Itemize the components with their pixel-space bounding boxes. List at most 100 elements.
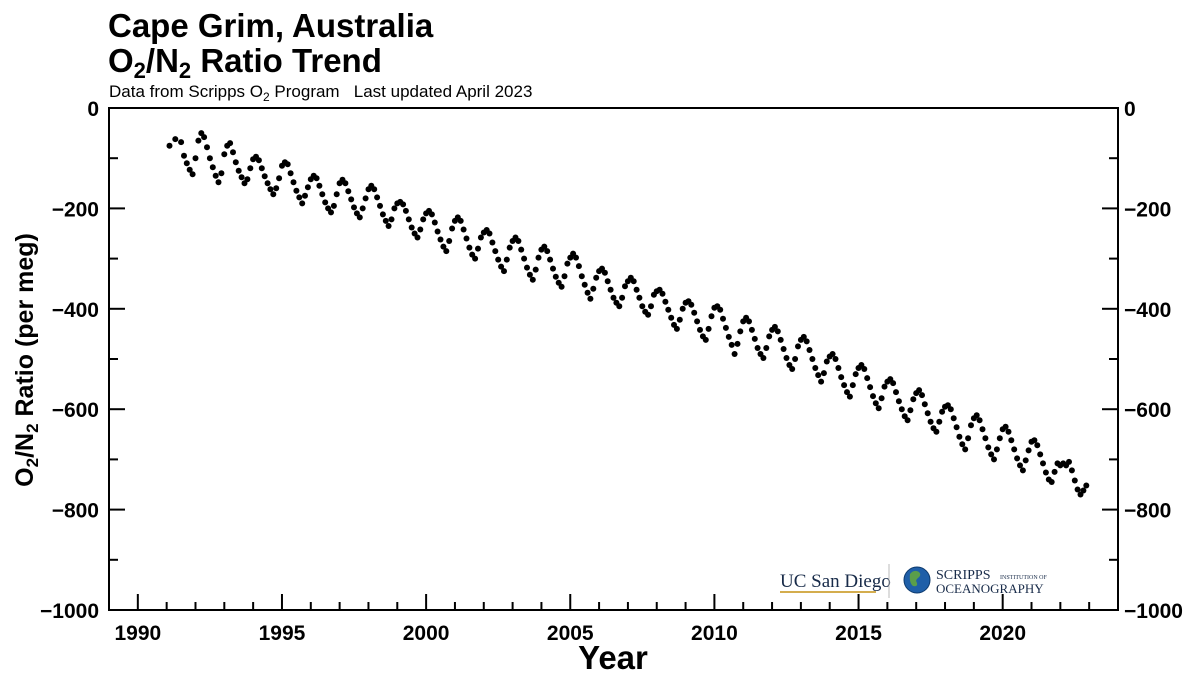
data-point [679,305,686,312]
data-point [927,418,934,425]
data-point [518,246,525,253]
chart-title-line1: Cape Grim, Australia [108,7,434,44]
data-point [829,351,836,357]
data-point [296,194,303,201]
data-point [616,303,623,310]
data-point [420,216,427,223]
data-point [524,264,530,271]
chart-title-line2: O2/N2 Ratio Trend [108,42,382,83]
data-point [751,335,758,342]
data-point [550,265,556,272]
data-point [267,186,274,193]
data-point [299,200,306,207]
data-point [526,271,533,278]
data-point [371,186,378,193]
data-point [835,365,842,371]
data-point [806,347,813,353]
scripps-main: SCRIPPS [936,568,990,583]
data-point [382,217,389,224]
data-point [818,378,825,385]
y-tick-label-right: −800 [1124,500,1171,523]
data-point [414,234,421,241]
data-point [895,398,902,405]
data-point [633,286,640,293]
data-point [232,159,239,166]
data-point [838,374,845,381]
x-tick-label: 2005 [547,622,594,645]
data-point [345,188,352,195]
data-point [792,356,799,362]
data-point [979,426,986,433]
data-point [313,175,320,182]
data-point [328,209,334,216]
data-point [218,170,225,177]
data-point [405,216,412,223]
data-point [552,273,559,280]
data-point [673,325,680,332]
data-point [1014,455,1021,462]
subtitle-suffix: Program Last updated April 2023 [270,82,533,101]
data-point [697,326,703,333]
data-point [878,395,885,402]
data-point [446,238,453,244]
x-tick-label: 1990 [114,622,161,645]
data-point [662,298,669,305]
data-point [532,266,539,273]
data-point [1042,469,1049,476]
data-point [529,276,536,283]
data-point [748,326,755,333]
data-point [215,179,222,186]
data-point [985,444,992,451]
data-point [864,375,871,382]
data-point [578,273,585,280]
data-point [342,180,349,187]
data-point [803,338,810,345]
data-point [440,243,447,250]
data-point [316,182,323,189]
axis-ticks [108,107,1119,611]
data-point [472,255,479,262]
data-point [991,456,997,463]
data-point [728,341,735,348]
data-point [665,306,672,313]
title-n: /N [146,42,179,79]
data-point [1074,486,1081,493]
data-point [832,356,839,362]
data-point [746,318,752,325]
data-point [515,238,522,244]
subtitle-sub-2: 2 [263,90,270,104]
data-point [846,393,853,400]
data-point [581,281,588,288]
data-point [593,274,600,281]
data-point [561,273,568,280]
data-point [996,435,1003,442]
data-point [247,165,254,172]
data-point [322,199,329,206]
data-point [391,205,398,212]
data-point [823,358,830,365]
x-tick-label: 2020 [979,622,1026,645]
ylabel-n: /N [11,433,39,458]
title-sub-2a: 2 [134,58,146,83]
y-tick-label-right: −600 [1124,399,1171,422]
data-point [688,301,695,308]
data-point [333,191,340,198]
x-tick-label: 2000 [403,622,450,645]
data-point [959,441,966,448]
subtitle-prefix: Data from Scripps O [109,82,263,101]
data-point [379,211,386,218]
scripps-small: INSTITUTION OF [1000,575,1047,581]
data-point [731,351,738,357]
data-point [760,355,767,361]
data-point [916,387,923,394]
data-point [734,340,741,347]
data-point [377,202,383,209]
data-point [498,263,505,270]
data-point [933,428,940,435]
data-point [466,244,473,251]
data-point [201,134,208,141]
data-point [477,234,484,241]
data-point [385,223,392,229]
globe-highlight-icon [903,566,931,594]
